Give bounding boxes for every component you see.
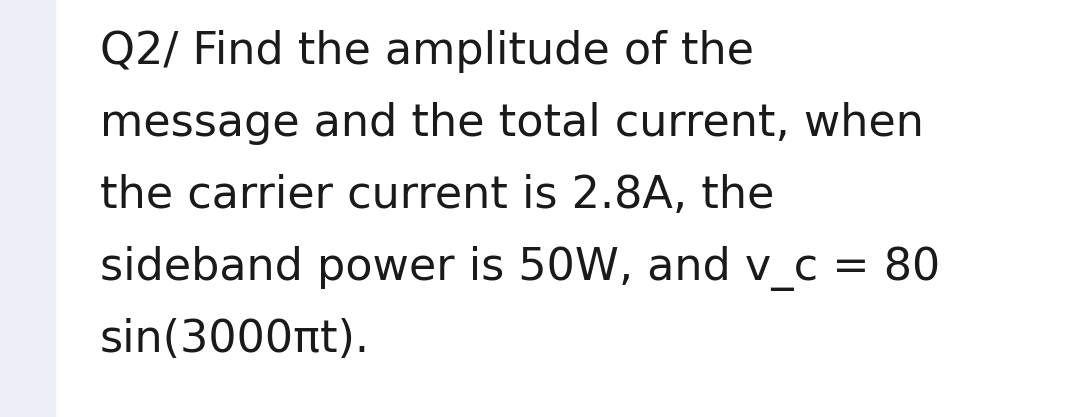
- Bar: [0, 0, 55, 417]
- Text: the carrier current is 2.8A, the: the carrier current is 2.8A, the: [100, 174, 774, 217]
- Text: Q2/ Find the amplitude of the: Q2/ Find the amplitude of the: [100, 30, 754, 73]
- Text: sin(3000πt).: sin(3000πt).: [100, 318, 370, 361]
- Text: message and the total current, when: message and the total current, when: [100, 102, 923, 145]
- Text: sideband power is 50W, and v_c = 80: sideband power is 50W, and v_c = 80: [100, 246, 941, 291]
